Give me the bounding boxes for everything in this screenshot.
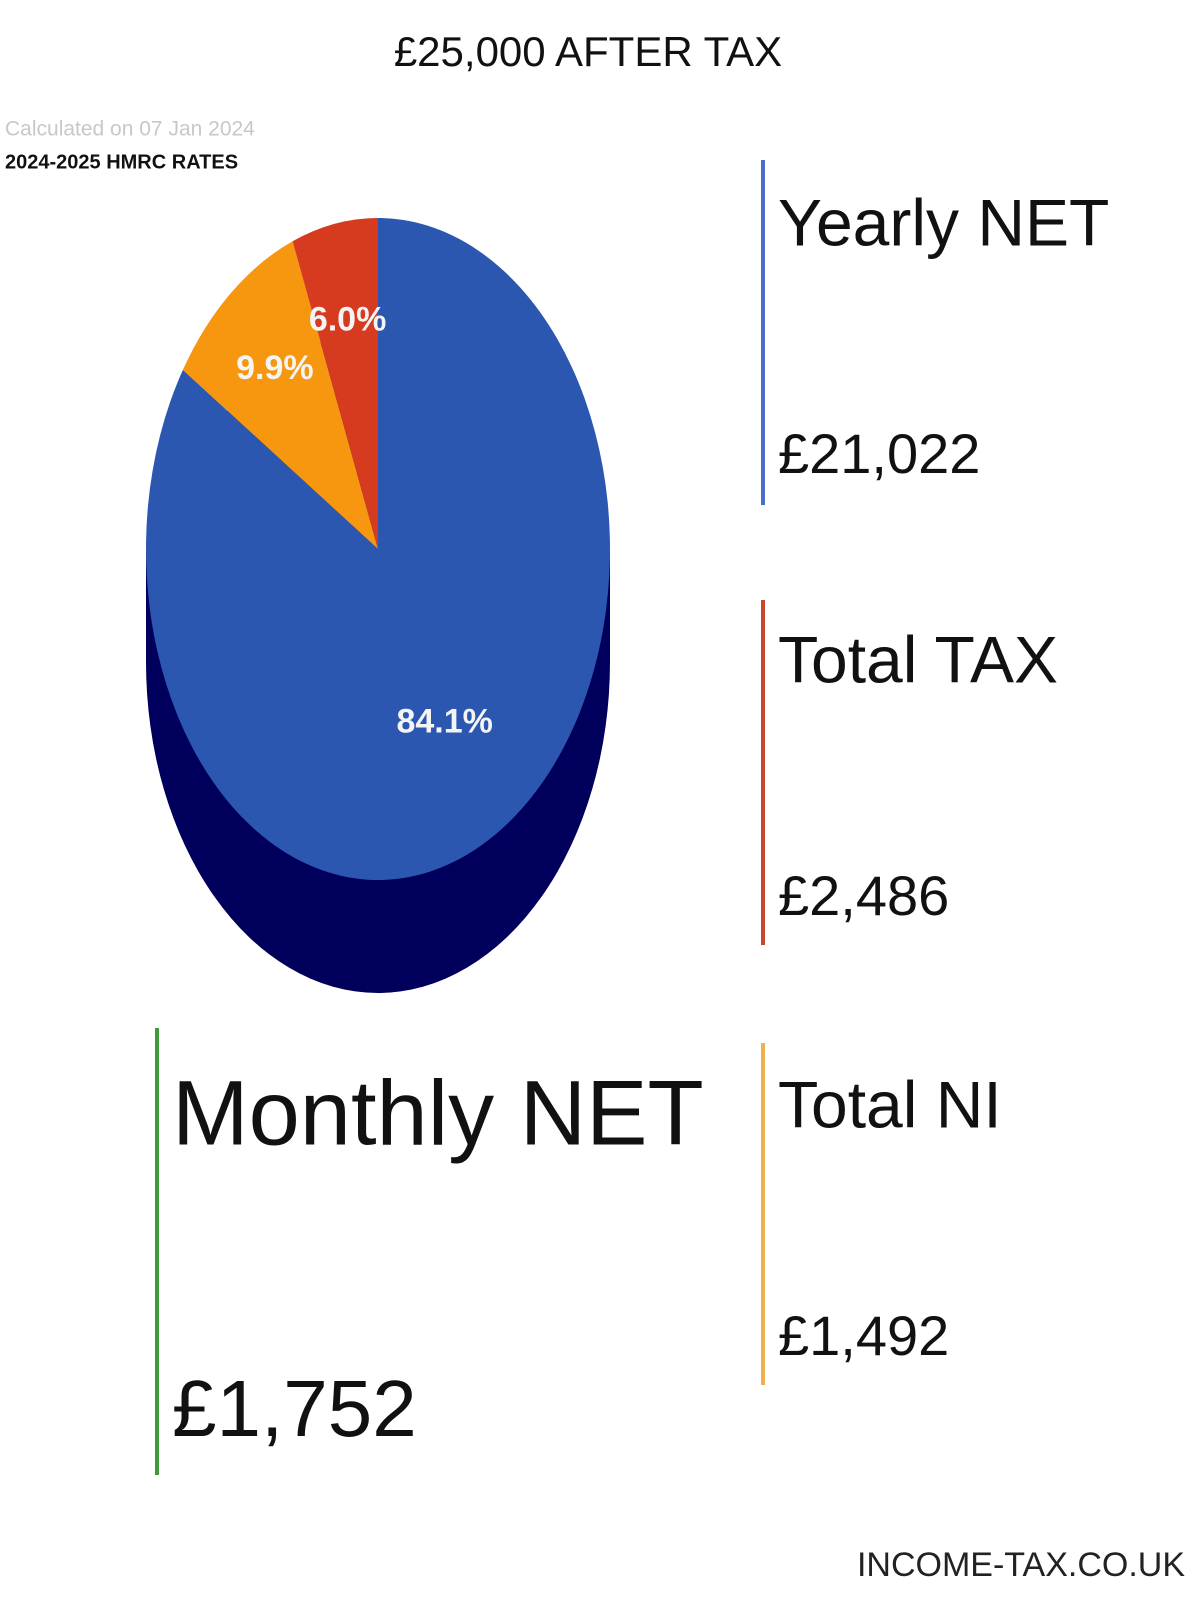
stat-label: Yearly NET xyxy=(778,185,1109,259)
stat-label: Monthly NET xyxy=(172,1062,704,1164)
slice-label: 6.0% xyxy=(309,300,387,338)
stat-value: £1,752 xyxy=(172,1364,417,1453)
rates-note: 2024-2025 HMRC RATES xyxy=(5,151,238,173)
stat-value: £1,492 xyxy=(778,1304,949,1367)
slice-label: 84.1% xyxy=(396,702,492,740)
footer: INCOME-TAX.CO.UK xyxy=(857,1546,1185,1584)
pie-slice xyxy=(292,218,378,549)
stat-label: Total TAX xyxy=(778,622,1058,696)
pie-slice xyxy=(182,241,378,549)
stat-value: £21,022 xyxy=(778,422,980,485)
chart-title: £25,000 AFTER TAX xyxy=(394,28,782,75)
stat-value: £2,486 xyxy=(778,864,949,927)
subtitle: Calculated on 07 Jan 2024 xyxy=(5,118,255,141)
slice-label: 9.9% xyxy=(236,349,314,387)
stat-label: Total NI xyxy=(778,1067,1002,1141)
